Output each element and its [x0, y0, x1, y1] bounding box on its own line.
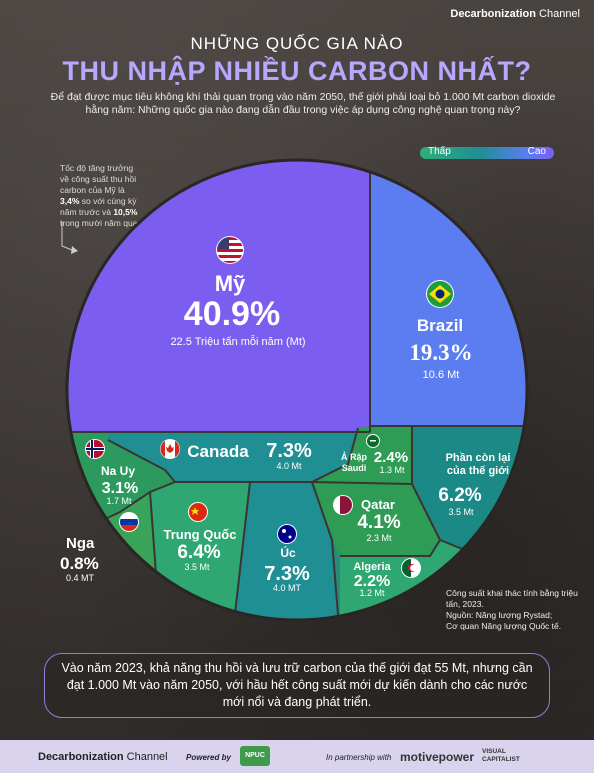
label-rest-pct: 6.2%	[438, 485, 481, 506]
label-usa-pct: 40.9%	[184, 295, 280, 333]
label-canada-name: Canada	[187, 442, 249, 461]
label-australia-name: Úc	[280, 545, 296, 560]
china-flag-icon	[188, 502, 208, 522]
label-brazil-name: Brazil	[417, 316, 463, 335]
footer: Decarbonization Channel Powered by NPUC …	[0, 740, 594, 773]
label-usa-value: 22.5 Triệu tấn mỗi năm (Mt)	[170, 335, 305, 348]
label-qatar-pct: 4.1%	[357, 512, 400, 533]
russia-flag-icon	[119, 512, 139, 532]
australia-flag-icon	[277, 524, 297, 544]
chart-circle-outline	[65, 158, 529, 622]
label-algeria-value: 1.2 Mt	[359, 588, 385, 598]
legend-high: Cao	[527, 146, 546, 157]
npuc-logo: NPUC	[240, 746, 270, 766]
footer-powered-by: Powered by	[186, 753, 231, 762]
subtitle: Để đạt được mục tiêu không khí thải quan…	[50, 91, 556, 116]
source-note: Công suất khai thác tính bằng triệu tấn,…	[446, 588, 578, 631]
label-rest-name-a: Phần còn lại	[446, 452, 511, 464]
label-china-pct: 6.4%	[177, 542, 220, 563]
note-pointer-line	[61, 222, 73, 251]
label-russia-name: Nga	[66, 535, 95, 552]
label-canada-pct: 7.3%	[266, 440, 312, 462]
title-line1: NHỮNG QUỐC GIA NÀO	[190, 34, 404, 53]
color-legend: Thấp Cao	[420, 146, 554, 159]
label-algeria-pct: 2.2%	[354, 573, 390, 590]
label-china-value: 3.5 Mt	[184, 562, 210, 572]
label-australia-value: 4.0 MT	[273, 583, 302, 593]
label-brazil-value: 10.6 Mt	[423, 369, 460, 381]
label-saudi-name-b: Saudi	[342, 463, 367, 473]
label-usa-name: Mỹ	[215, 271, 246, 296]
algeria-flag-icon	[401, 558, 421, 578]
legend-low: Thấp	[428, 146, 451, 157]
usa-growth-note: Tốc độ tăng trưởng về công suất thu hồi …	[60, 163, 140, 228]
label-qatar-name: Qatar	[361, 497, 395, 512]
label-norway-pct: 3.1%	[102, 480, 138, 497]
us-flag-icon	[216, 236, 244, 264]
label-saudi-pct: 2.4%	[374, 449, 408, 466]
label-china-name: Trung Quốc	[164, 527, 237, 542]
label-canada-value: 4.0 Mt	[276, 461, 302, 471]
qatar-flag-icon	[333, 495, 353, 515]
label-australia-pct: 7.3%	[264, 563, 310, 585]
visual-capitalist-logo: VISUAL CAPITALIST	[482, 748, 520, 763]
label-qatar-value: 2.3 Mt	[366, 533, 392, 543]
footer-brand: Decarbonization Channel	[38, 751, 168, 763]
label-norway-value: 1.7 Mt	[106, 496, 132, 506]
motivepower-logo: motivepower	[400, 750, 475, 764]
note-pointer-arrow	[71, 246, 78, 254]
label-saudi-value: 1.3 Mt	[379, 465, 405, 475]
label-brazil-pct: 19.3%	[409, 340, 472, 365]
label-algeria-name: Algeria	[353, 561, 391, 573]
label-russia-value: 0.4 MT	[66, 573, 95, 583]
title-line2: THU NHẬP NHIỀU CARBON NHẤT?	[62, 56, 532, 86]
saudi-flag-icon	[366, 434, 380, 448]
cell-australia	[232, 482, 340, 620]
footer-partnership: In partnership with	[326, 753, 392, 762]
label-saudi-name-a: Ả Rập	[341, 451, 368, 462]
norway-flag-icon	[85, 439, 105, 459]
label-norway-name: Na Uy	[101, 464, 135, 478]
cell-brazil	[370, 160, 527, 426]
canada-flag-icon	[160, 439, 180, 459]
label-russia-pct: 0.8%	[60, 554, 99, 573]
brazil-flag-icon	[426, 280, 454, 308]
label-rest-name-b: của thế giới	[447, 465, 509, 477]
bottom-note: Vào năm 2023, khả năng thu hồi và lưu tr…	[44, 653, 550, 718]
label-rest-value: 3.5 Mt	[448, 507, 474, 517]
brand-logo-top: Decarbonization Channel	[450, 8, 580, 20]
